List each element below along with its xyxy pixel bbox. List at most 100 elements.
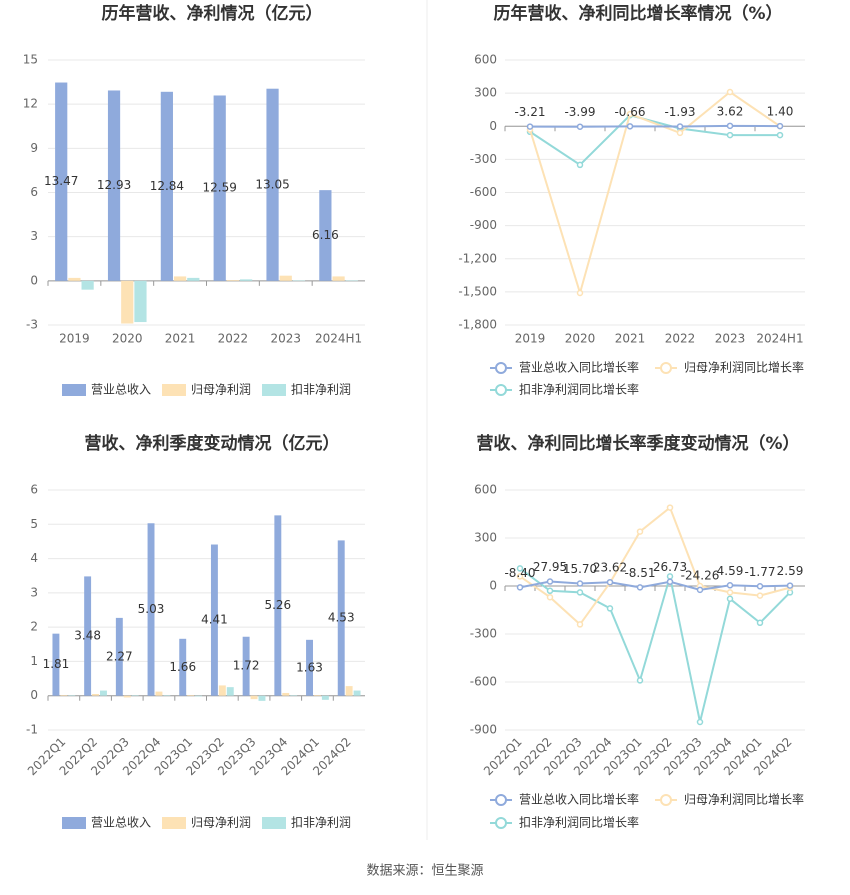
marker bbox=[516, 565, 524, 572]
bar bbox=[337, 540, 345, 696]
marker bbox=[576, 123, 584, 130]
legend-swatch bbox=[660, 362, 672, 374]
data-label: 4.53 bbox=[328, 611, 355, 625]
bar bbox=[52, 633, 60, 696]
bar bbox=[68, 695, 76, 696]
bar bbox=[242, 636, 250, 696]
bar bbox=[319, 190, 332, 281]
legend-label: 归母净利润 bbox=[191, 383, 251, 397]
legend-label: 归母净利润同比增长率 bbox=[684, 360, 804, 375]
data-label: 12.84 bbox=[150, 179, 184, 193]
y-tick-label: 12 bbox=[23, 97, 38, 111]
bar bbox=[155, 691, 163, 696]
bar bbox=[187, 695, 195, 696]
legend-label: 营业总收入同比增长率 bbox=[519, 792, 639, 807]
x-tick-label: 2024H1 bbox=[315, 332, 362, 346]
bar bbox=[121, 280, 134, 324]
y-tick-label: 300 bbox=[474, 86, 497, 100]
bar bbox=[290, 695, 298, 696]
y-tick-label: -600 bbox=[470, 185, 497, 199]
y-tick-label: -1 bbox=[26, 723, 38, 737]
legend-label: 扣非净利润 bbox=[291, 816, 351, 830]
bar bbox=[210, 544, 218, 696]
legend-label: 扣非净利润同比增长率 bbox=[519, 382, 639, 397]
bar bbox=[282, 692, 290, 696]
data-label: 2.59 bbox=[777, 564, 804, 578]
marker bbox=[636, 677, 644, 684]
marker bbox=[546, 587, 554, 595]
y-tick-label: 3 bbox=[30, 585, 38, 599]
marker bbox=[666, 504, 674, 511]
y-tick-label: 6 bbox=[30, 185, 38, 199]
bar bbox=[240, 279, 253, 281]
data-label: 12.93 bbox=[97, 178, 131, 192]
bar bbox=[107, 90, 121, 281]
y-tick-label: -3 bbox=[26, 318, 38, 332]
bar bbox=[353, 690, 361, 696]
y-tick-label: -1,800 bbox=[458, 318, 497, 332]
y-tick-label: 0 bbox=[489, 579, 497, 593]
x-tick-label: 2019 bbox=[59, 332, 90, 346]
x-tick-label: 2019 bbox=[515, 332, 546, 346]
bar bbox=[306, 639, 313, 696]
x-tick-label: 2024H1 bbox=[756, 332, 803, 346]
marker bbox=[576, 589, 584, 596]
bar bbox=[160, 91, 173, 281]
bar bbox=[226, 687, 234, 696]
x-tick-label: 2021 bbox=[615, 332, 646, 346]
legend-swatch bbox=[262, 817, 286, 829]
y-tick-label: -300 bbox=[470, 152, 497, 166]
marker bbox=[666, 578, 674, 585]
line bbox=[529, 114, 780, 167]
bar bbox=[81, 280, 94, 290]
data-label: -8.51 bbox=[624, 566, 655, 580]
marker bbox=[726, 595, 734, 603]
line bbox=[519, 505, 791, 626]
x-tick-label: 2022 bbox=[665, 332, 696, 346]
marker bbox=[676, 123, 684, 130]
marker bbox=[666, 573, 674, 580]
marker bbox=[516, 584, 524, 591]
bar bbox=[60, 695, 68, 696]
marker bbox=[726, 122, 734, 130]
data-label: 26.73 bbox=[653, 560, 687, 574]
y-tick-label: 6 bbox=[30, 483, 38, 497]
data-label: 3.62 bbox=[717, 104, 744, 118]
bar bbox=[100, 690, 107, 696]
marker bbox=[786, 582, 794, 589]
legend-swatch bbox=[660, 794, 672, 806]
data-label: 12.59 bbox=[203, 181, 237, 195]
marker bbox=[776, 131, 784, 139]
x-tick-label: 2021 bbox=[165, 332, 196, 346]
data-label: -0.66 bbox=[614, 105, 645, 119]
y-tick-label: -1,200 bbox=[458, 251, 497, 265]
marker bbox=[756, 583, 764, 590]
bar bbox=[258, 695, 266, 701]
legend-swatch bbox=[495, 362, 507, 374]
y-tick-label: 300 bbox=[474, 531, 497, 545]
source-note: 数据来源：恒生聚源 bbox=[366, 864, 483, 879]
bar bbox=[321, 695, 329, 700]
bar bbox=[55, 82, 68, 281]
marker bbox=[726, 589, 734, 596]
data-label: 4.59 bbox=[717, 564, 744, 578]
x-tick-label: 2023 bbox=[270, 332, 301, 346]
marker bbox=[516, 573, 524, 580]
data-label: -3.99 bbox=[564, 105, 595, 119]
bar bbox=[195, 695, 203, 697]
bar bbox=[266, 88, 279, 281]
legend-label: 扣非净利润 bbox=[291, 383, 351, 397]
data-label: 23.62 bbox=[593, 561, 627, 575]
chart-title: 营收、净利同比增长率季度变动情况（%） bbox=[476, 433, 799, 454]
bar bbox=[345, 280, 358, 282]
bar bbox=[274, 515, 282, 696]
bar bbox=[68, 277, 81, 281]
marker bbox=[576, 161, 584, 169]
bar bbox=[173, 276, 187, 281]
data-label: -24.26 bbox=[681, 568, 720, 582]
marker bbox=[676, 129, 684, 137]
data-label: 1.63 bbox=[296, 660, 323, 674]
bar bbox=[123, 695, 131, 698]
data-label: -1.93 bbox=[664, 105, 695, 119]
